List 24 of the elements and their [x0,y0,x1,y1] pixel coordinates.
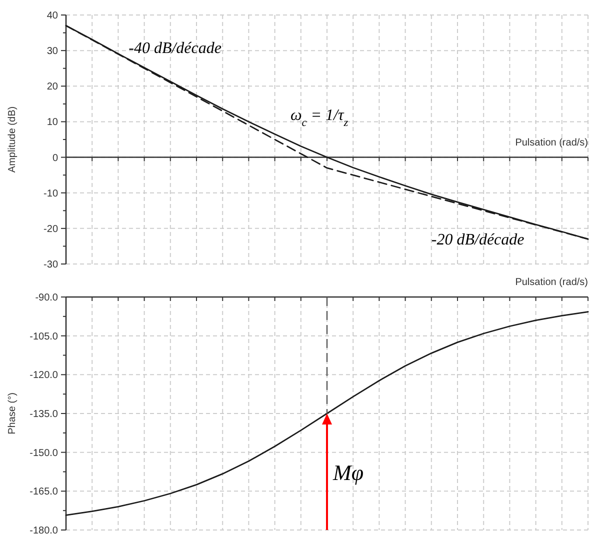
y-tick-label: -165.0 [30,486,58,498]
y-tick-label: -120.0 [30,370,58,382]
y-tick-label: -20 [44,224,58,235]
annotation: -40 dB/décade [128,40,222,57]
y-tick-label: 0 [52,152,58,164]
annotation: ω$_{c}$ = 1/τ$_{z}$ [290,107,349,130]
y-tick-label: -135.0 [30,409,58,420]
y-axis-title: Amplitude (dB) [7,106,18,173]
y-tick-label: 30 [46,46,58,58]
x-axis-title: Pulsation (rad/s) [515,277,588,288]
y-tick-label: -10 [44,188,58,200]
y-tick-label: -150.0 [30,448,58,459]
y-tick-label: 20 [46,82,58,93]
y-tick-label: -105.0 [30,331,58,342]
annotation: -20 dB/décade [431,232,524,249]
annotation: Mφ [332,460,364,485]
y-tick-label: -30 [44,260,58,270]
y-tick-label: 10 [46,117,58,128]
y-tick-label: -180.0 [30,526,58,536]
line-series [65,311,589,516]
y-tick-label: -90.0 [35,292,58,304]
y-axis-title: Phase (°) [7,392,18,434]
y-tick-label: 40 [46,10,58,22]
x-axis-title: Pulsation (rad/s) [515,137,588,148]
